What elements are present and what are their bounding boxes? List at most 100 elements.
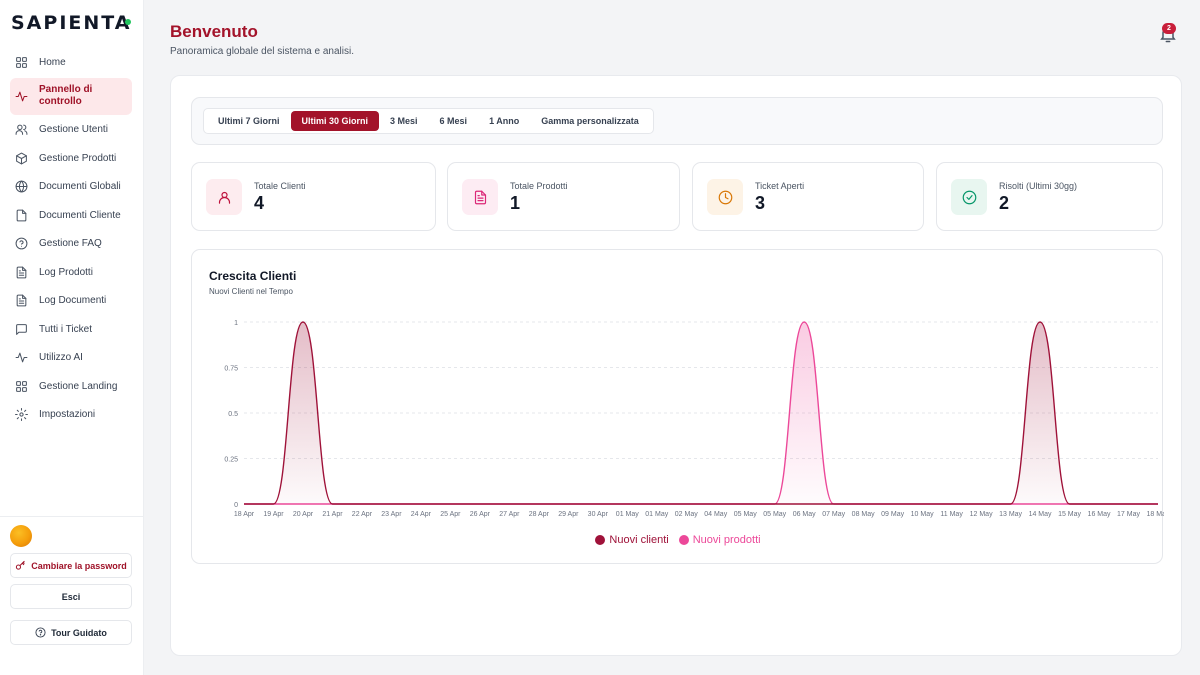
x-tick-label: 17 May [1117, 511, 1140, 518]
sidebar-item-log-prodotti[interactable]: Log Prodotti [10, 258, 132, 287]
sidebar-item-gestione-faq[interactable]: Gestione FAQ [10, 230, 132, 259]
main-panel: Ultimi 7 Giorni Ultimi 30 Giorni 3 Mesi 6 M… [170, 75, 1182, 656]
sidebar-item-label: Home [39, 56, 66, 68]
range-option[interactable]: Ultimi 7 Giorni [218, 116, 280, 126]
sidebar-item-documenti-cliente[interactable]: Documenti Cliente [10, 201, 132, 230]
help-circle-icon [15, 237, 28, 250]
x-tick-label: 02 May [675, 511, 698, 518]
y-tick-label: 0.5 [228, 411, 238, 418]
grid-icon [16, 56, 27, 68]
sidebar: SAPIENTA Home Pannello di controllo Gestio… [0, 0, 144, 675]
sidebar-item-label: Documenti Globali [39, 181, 121, 193]
sidebar-item-label: Documenti Cliente [39, 209, 121, 221]
stat-icon-box [462, 179, 498, 215]
stat-card[interactable]: Risolti (Ultimi 30gg) 2 [936, 162, 1163, 231]
message-square-icon-wrap [15, 323, 28, 336]
x-tick-label: 07 May [822, 511, 845, 518]
range-option[interactable]: 1 Anno [489, 116, 520, 126]
users-icon [15, 124, 28, 136]
sidebar-nav: Home Pannello di controllo Gestione Utenti… [10, 48, 132, 429]
sidebar-item-label: Gestione Landing [39, 380, 118, 392]
tour-button[interactable]: Tour Guidato [10, 620, 132, 645]
y-tick-label: 0 [234, 502, 238, 509]
x-tick-label: 13 May [999, 511, 1022, 518]
range-option[interactable]: 6 Mesi [439, 116, 468, 126]
legend-item[interactable]: Nuovi clienti [595, 534, 669, 546]
series-line [244, 321, 1158, 505]
x-tick-label: 16 May [1088, 511, 1111, 518]
x-tick-label: 10 May [911, 511, 934, 518]
globe-icon [15, 180, 28, 193]
activity-icon [15, 352, 28, 363]
app-logo[interactable]: SAPIENTA [11, 12, 132, 34]
activity-icon-wrap [15, 351, 28, 364]
range-option[interactable]: 3 Mesi [390, 116, 418, 126]
stat-value: 2 [999, 193, 1010, 213]
sidebar-item-pannello-di-controllo[interactable]: Pannello di controllo [10, 77, 132, 115]
logout-button[interactable]: Esci [10, 584, 132, 609]
sidebar-item-label: Gestione FAQ [39, 238, 102, 250]
stat-card[interactable]: Totale Clienti 4 [191, 162, 436, 231]
chart-subtitle: Nuovi Clienti nel Tempo [209, 287, 293, 296]
file-text-icon [16, 266, 27, 279]
sidebar-item-gestione-utenti[interactable]: Gestione Utenti [10, 116, 132, 145]
sidebar-item-label: Gestione Prodotti [39, 152, 117, 164]
user-icon [218, 191, 230, 204]
range-filter-card: Ultimi 7 Giorni Ultimi 30 Giorni 3 Mesi 6 M… [191, 97, 1163, 145]
sidebar-item-log-documenti[interactable]: Log Documenti [10, 287, 132, 316]
y-tick-label: 1 [234, 320, 238, 327]
x-tick-label: 19 Apr [263, 511, 284, 518]
gear-icon-wrap [15, 408, 28, 422]
sidebar-item-label: Utilizzo AI [39, 352, 83, 364]
help-circle-icon-wrap [15, 237, 28, 250]
sidebar-item-gestione-prodotti[interactable]: Gestione Prodotti [10, 144, 132, 173]
y-tick-label: 0.75 [224, 366, 238, 373]
sidebar-item-label: Impostazioni [39, 409, 96, 421]
gear-icon [15, 408, 28, 422]
stat-card[interactable]: Totale Prodotti 1 [447, 162, 680, 231]
sidebar-item-label: Gestione Utenti [39, 124, 108, 136]
sidebar-item-utilizzo-ai[interactable]: Utilizzo AI [10, 344, 132, 373]
x-tick-label: 18 Apr [234, 511, 255, 518]
legend-label: Nuovi prodotti [692, 534, 761, 546]
sidebar-item-tutti-i-ticket[interactable]: Tutti i Ticket [10, 315, 132, 344]
range-selector: Ultimi 7 Giorni Ultimi 30 Giorni 3 Mesi 6 M… [203, 108, 654, 134]
sidebar-item-label: Pannello di controllo [39, 84, 93, 107]
sidebar-item-home[interactable]: Home [10, 48, 132, 77]
check-circle-icon [962, 190, 976, 204]
x-tick-label: 01 May [645, 511, 668, 518]
chart-title: Crescita Clienti [209, 269, 297, 283]
page-title: Benvenuto [170, 22, 258, 41]
sidebar-item-label: Log Prodotti [39, 266, 93, 278]
x-tick-label: 14 May [1029, 511, 1052, 518]
file-text-icon-wrap [15, 294, 28, 307]
legend-swatch [678, 535, 689, 545]
x-tick-label: 09 May [881, 511, 904, 518]
stat-value: 4 [254, 193, 265, 213]
avatar[interactable] [10, 525, 32, 547]
range-option[interactable]: Gamma personalizzata [541, 116, 639, 126]
y-tick-label: 0.25 [224, 457, 238, 464]
sidebar-item-impostazioni[interactable]: Impostazioni [10, 401, 132, 430]
x-tick-label: 01 May [616, 511, 639, 518]
x-tick-label: 05 May [734, 511, 757, 518]
range-option[interactable]: Ultimi 30 Giorni [290, 111, 380, 131]
sidebar-item-documenti-globali[interactable]: Documenti Globali [10, 173, 132, 202]
stat-icon-box [206, 179, 242, 215]
stat-card[interactable]: Ticket Aperti 3 [692, 162, 924, 231]
x-tick-label: 26 Apr [470, 511, 491, 518]
x-tick-label: 04 May [704, 511, 727, 518]
x-tick-label: 22 Apr [352, 511, 373, 518]
activity-icon-wrap [15, 90, 28, 103]
legend-item[interactable]: Nuovi prodotti [678, 534, 761, 546]
sidebar-item-gestione-landing[interactable]: Gestione Landing [10, 372, 132, 401]
sidebar-item-label: Tutti i Ticket [39, 323, 92, 335]
x-tick-label: 11 May [940, 511, 963, 518]
chart-legend: Nuovi clienti Nuovi prodotti [192, 534, 1164, 546]
stat-label: Ticket Aperti [755, 181, 805, 191]
x-tick-label: 24 Apr [411, 511, 432, 518]
notification-badge: 2 [1162, 23, 1176, 34]
change-password-button[interactable]: Cambiare la password [10, 553, 132, 578]
x-tick-label: 08 May [852, 511, 875, 518]
file-text-icon [16, 294, 27, 307]
